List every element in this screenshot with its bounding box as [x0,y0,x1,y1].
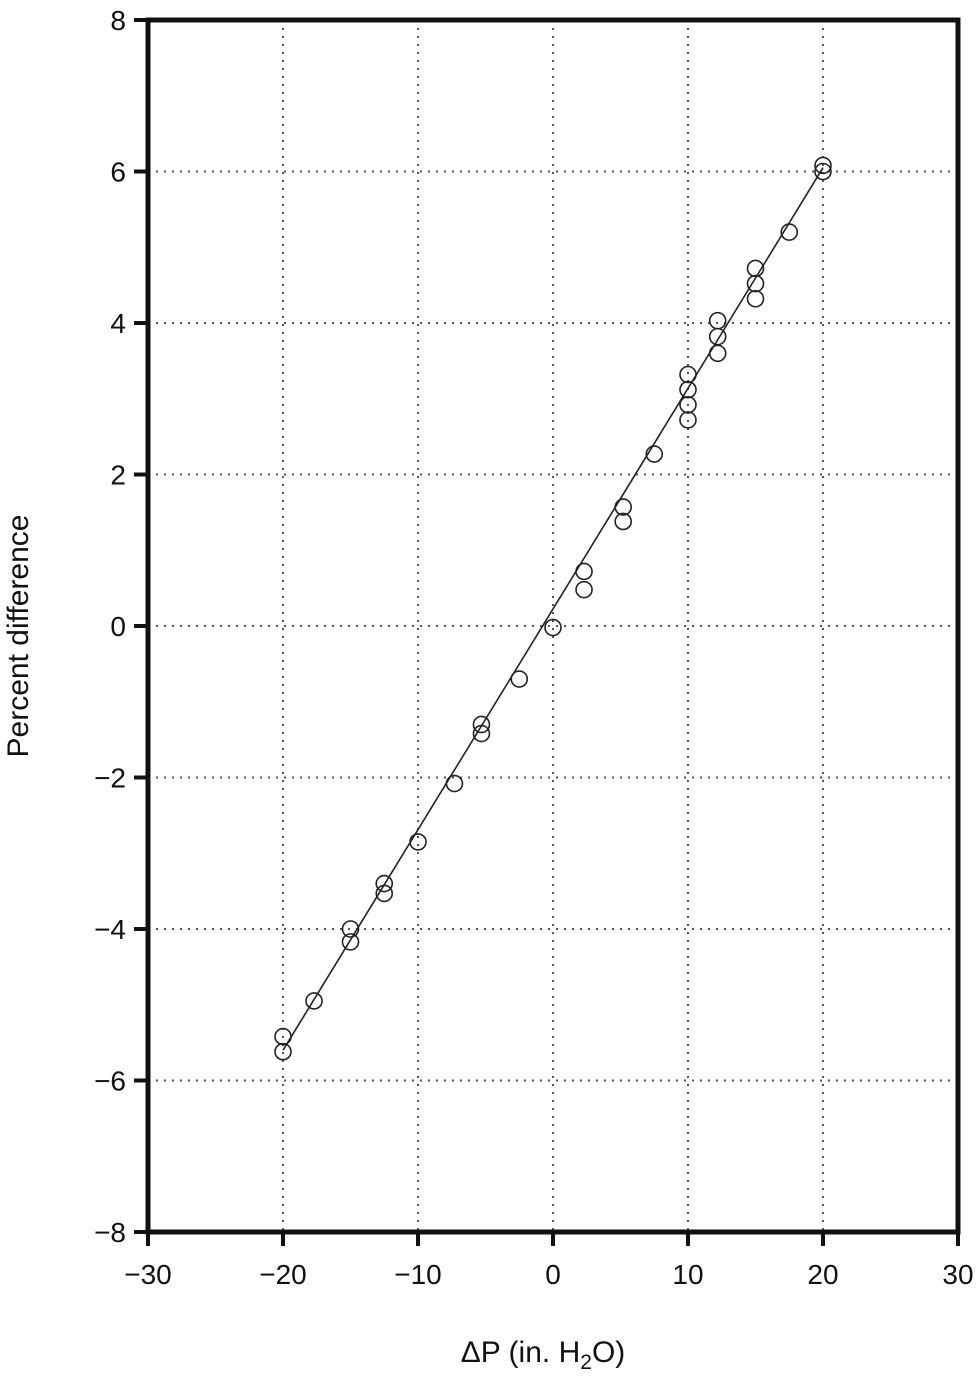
y-tick-label: −2 [94,763,126,794]
data-point [510,670,529,688]
y-axis-ticks: −8 −6 −4 −2 0 2 4 6 8 [94,5,148,1248]
x-tick-label: 20 [807,1259,838,1290]
data-point [544,618,562,637]
data-point [305,992,323,1010]
data-point [274,1027,292,1046]
x-tick-label: −30 [124,1259,172,1290]
data-point [780,223,799,241]
data-point [409,833,427,851]
fit-line [282,167,824,1051]
data-point [341,933,360,951]
data-point [708,344,727,363]
grid [148,20,958,1232]
data-point [746,259,765,278]
x-tick-label: 10 [672,1259,703,1290]
x-tick-label: −20 [259,1259,307,1290]
data-point [708,311,727,330]
data-point [746,289,765,308]
x-axis-ticks: −30 −20 −10 0 10 20 30 [124,1232,974,1290]
data-point [445,774,464,793]
data-point [746,274,765,293]
y-tick-label: 6 [110,157,126,188]
x-tick-label: −10 [394,1259,442,1290]
y-tick-label: 2 [110,460,126,491]
data-point [614,512,633,531]
data-point [679,411,697,429]
data-point [679,380,697,399]
x-tick-label: 0 [545,1259,561,1290]
data-point [375,874,394,893]
x-tick-label: 30 [942,1259,973,1290]
y-tick-label: 4 [110,308,126,339]
data-point [814,156,832,175]
data-point [274,1042,292,1061]
data-point [679,396,697,414]
data-point [645,445,664,463]
data-point [341,920,360,938]
y-tick-label: 8 [110,5,126,36]
y-tick-label: −8 [94,1217,126,1248]
y-tick-label: 0 [110,611,126,642]
data-point [614,498,633,516]
data-point [814,162,832,181]
data-point [375,884,394,903]
x-axis-title: ΔP (in. H2O) [461,1336,626,1374]
data-point [575,580,593,599]
y-tick-label: −4 [94,914,126,945]
data-point [679,365,697,384]
data-point [472,724,491,743]
data-points [274,156,832,1061]
fit-line-group [282,167,824,1051]
y-tick-label: −6 [94,1066,126,1097]
data-point [472,715,491,734]
data-point [708,327,727,346]
y-axis-title: Percent difference [2,515,35,758]
data-point [575,562,593,581]
